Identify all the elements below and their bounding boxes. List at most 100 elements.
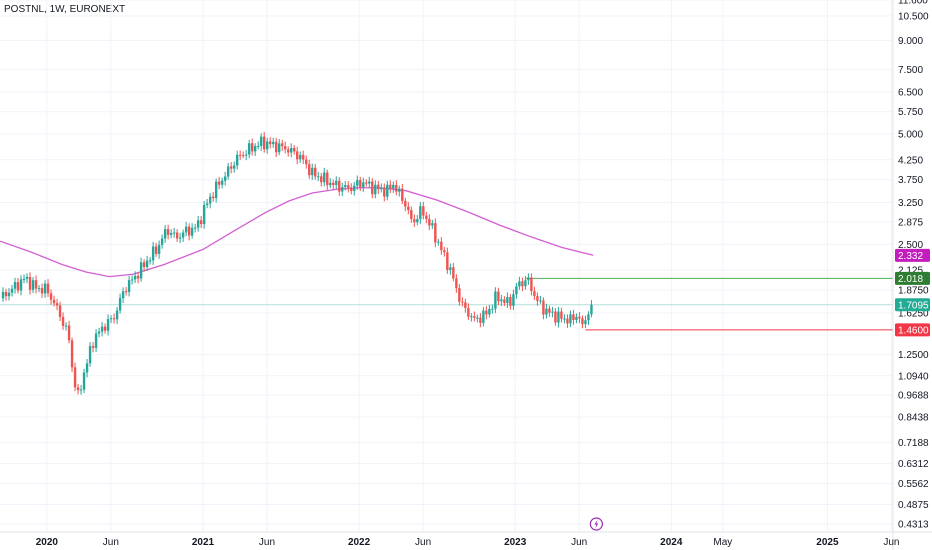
candle-body — [205, 203, 209, 205]
candle-body — [488, 308, 491, 315]
price-tick-label: 1.8750 — [898, 286, 929, 297]
price-tick-label: 7.500 — [898, 65, 923, 76]
candle-body — [482, 310, 485, 323]
candle-body — [539, 300, 542, 302]
candle-body — [34, 280, 38, 289]
candle-body — [244, 154, 248, 156]
price-tick-label: 0.6312 — [898, 459, 929, 470]
candle-body — [494, 291, 497, 309]
candle-body — [461, 301, 464, 303]
candle-body — [37, 288, 41, 290]
candle-body — [431, 223, 434, 226]
candle-body — [28, 276, 32, 290]
candle-body — [341, 187, 344, 192]
candle-body — [79, 389, 83, 391]
candle-body — [85, 363, 89, 373]
candle-body — [269, 141, 272, 145]
candle-body — [121, 291, 125, 299]
candle-body — [130, 279, 134, 281]
candle-body — [97, 331, 101, 334]
candle-body — [536, 296, 539, 301]
candle-body — [31, 280, 35, 290]
candle-body — [434, 223, 437, 243]
candle-body — [575, 316, 578, 320]
candle-body — [491, 308, 494, 310]
candle-body — [67, 325, 71, 341]
candle-body — [305, 159, 308, 165]
candle-body — [362, 182, 365, 188]
time-tick-label: 2023 — [504, 537, 527, 548]
support-badge-label: 1.4600 — [898, 325, 929, 336]
candle-body — [139, 262, 143, 279]
candle-body — [55, 303, 59, 306]
candle-body — [281, 143, 284, 147]
candle-body — [263, 136, 266, 150]
candle-body — [410, 210, 413, 219]
price-tick-label: 3.750 — [898, 175, 923, 186]
candle-body — [506, 297, 509, 304]
candle-body — [473, 316, 476, 318]
time-tick-label: 2020 — [36, 537, 59, 548]
candle-body — [278, 143, 281, 153]
price-tick-label: 1.6250 — [898, 308, 929, 319]
price-tick-label: 1.0940 — [898, 371, 929, 382]
price-tick-label: 9.000 — [898, 36, 923, 47]
candle-body — [374, 184, 377, 195]
candle-body — [338, 180, 341, 192]
time-tick-label: Jun — [259, 537, 275, 548]
time-tick-label: Jun — [883, 537, 899, 548]
candle-body — [232, 165, 236, 169]
candle-body — [587, 314, 590, 321]
candle-body — [166, 229, 170, 235]
candle-body — [193, 227, 197, 229]
candle-body — [290, 147, 293, 153]
candle-body — [154, 246, 158, 254]
time-tick-label: 2022 — [348, 537, 371, 548]
candle-body — [584, 320, 587, 325]
candle-body — [395, 184, 398, 192]
candle-body — [76, 387, 80, 391]
candle-body — [365, 182, 368, 184]
candle-body — [317, 176, 320, 178]
candle-body — [49, 293, 53, 300]
candle-body — [46, 283, 50, 294]
candle-body — [572, 314, 575, 320]
candle-body — [172, 232, 176, 234]
candle-body — [40, 288, 44, 294]
candle-body — [94, 333, 98, 348]
candle-body — [175, 232, 179, 239]
candle-body — [187, 226, 191, 236]
candle-body — [91, 346, 95, 348]
candle-body — [184, 226, 188, 233]
candle-body — [259, 136, 263, 146]
candle-body — [500, 299, 503, 302]
candle-body — [118, 298, 122, 311]
price-tick-label: 0.8438 — [898, 413, 929, 424]
candle-body — [73, 367, 77, 388]
candle-body — [398, 188, 401, 192]
candle-body — [563, 318, 566, 320]
candle-body — [332, 182, 335, 186]
price-tick-label: 10.500 — [898, 11, 929, 22]
candle-body — [266, 141, 269, 150]
candle-body — [127, 280, 131, 292]
candle-body — [425, 215, 428, 219]
candle-body — [208, 196, 212, 204]
candle-body — [220, 180, 224, 185]
candle-body — [578, 316, 581, 319]
candle-body — [464, 302, 467, 308]
candle-body — [229, 166, 233, 169]
candle-body — [449, 267, 452, 271]
candle-body — [416, 219, 419, 223]
candle-body — [308, 164, 311, 176]
candle-body — [211, 196, 215, 199]
candle-body — [226, 166, 230, 177]
candle-body — [392, 184, 395, 189]
time-tick-label: 2025 — [816, 537, 839, 548]
candle-body — [347, 185, 350, 188]
current-price-badge — [895, 298, 930, 312]
candle-body — [446, 252, 449, 271]
price-tick-label: 5.750 — [898, 107, 923, 118]
candle-body — [256, 145, 260, 147]
